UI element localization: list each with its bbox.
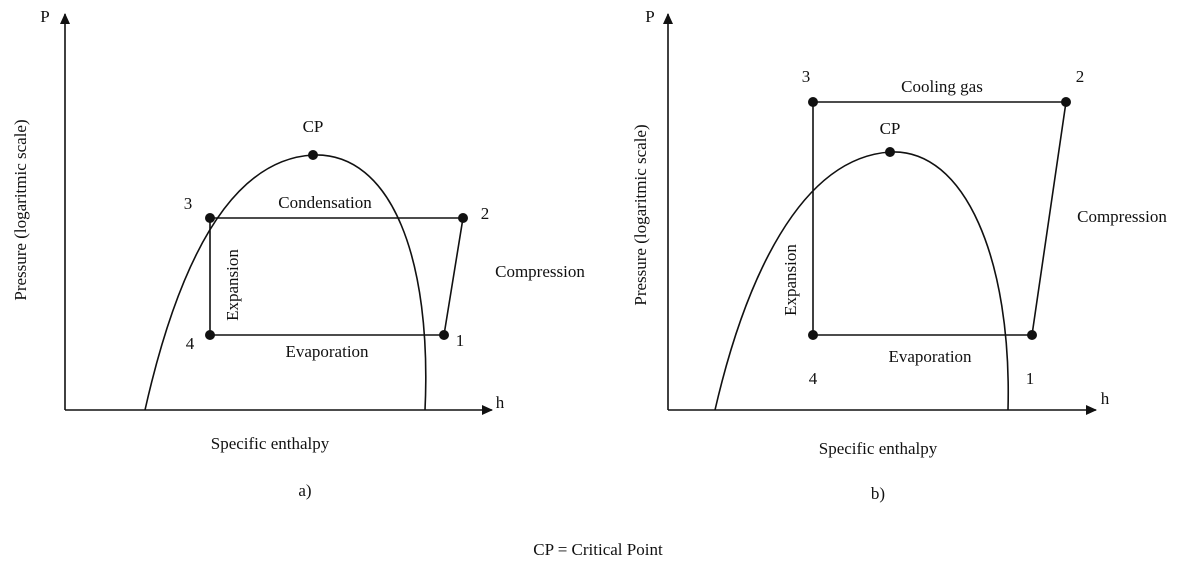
panel-a: P h Pressure (logaritmic scale) Specific… <box>11 7 585 500</box>
point-label: 2 <box>481 204 490 223</box>
y-axis-label: Pressure (logaritmic scale) <box>11 119 30 300</box>
process-label: Evaporation <box>888 347 972 366</box>
process-label: Condensation <box>278 193 372 212</box>
caption: a) <box>298 481 311 500</box>
process-label: Cooling gas <box>901 77 983 96</box>
axis-symbol: h <box>1101 389 1110 408</box>
y-axis-label: Pressure (logaritmic scale) <box>631 124 650 305</box>
footer: CP = Critical Point <box>533 540 663 559</box>
saturation-dome <box>714 151 1010 411</box>
point-label: 1 <box>1026 369 1035 388</box>
process-label: Expansion <box>223 249 242 321</box>
point <box>808 97 818 107</box>
point-label: 3 <box>184 194 193 213</box>
point-label: 4 <box>809 369 818 388</box>
point <box>205 213 215 223</box>
axis-symbol: P <box>40 7 49 26</box>
point-label: 2 <box>1076 67 1085 86</box>
x-axis-label: Specific enthalpy <box>211 434 330 453</box>
caption: b) <box>871 484 885 503</box>
point-label: 3 <box>802 67 811 86</box>
axis-symbol: P <box>645 7 654 26</box>
process-label: Expansion <box>781 244 800 316</box>
point-label: 4 <box>186 334 195 353</box>
critical-point <box>308 150 318 160</box>
critical-point <box>885 147 895 157</box>
cp-label: CP <box>303 117 324 136</box>
cp-label: CP <box>880 119 901 138</box>
point <box>458 213 468 223</box>
process-label: Evaporation <box>285 342 369 361</box>
process-label: Compression <box>495 262 585 281</box>
point <box>439 330 449 340</box>
panel-b: P h Pressure (logaritmic scale) Specific… <box>631 7 1167 503</box>
cycle <box>812 101 1067 336</box>
point <box>205 330 215 340</box>
point <box>808 330 818 340</box>
process-label: Compression <box>1077 207 1167 226</box>
point <box>1061 97 1071 107</box>
x-axis-label: Specific enthalpy <box>819 439 938 458</box>
cycle <box>209 217 464 336</box>
point-label: 1 <box>456 331 465 350</box>
point <box>1027 330 1037 340</box>
axis-symbol: h <box>496 393 505 412</box>
